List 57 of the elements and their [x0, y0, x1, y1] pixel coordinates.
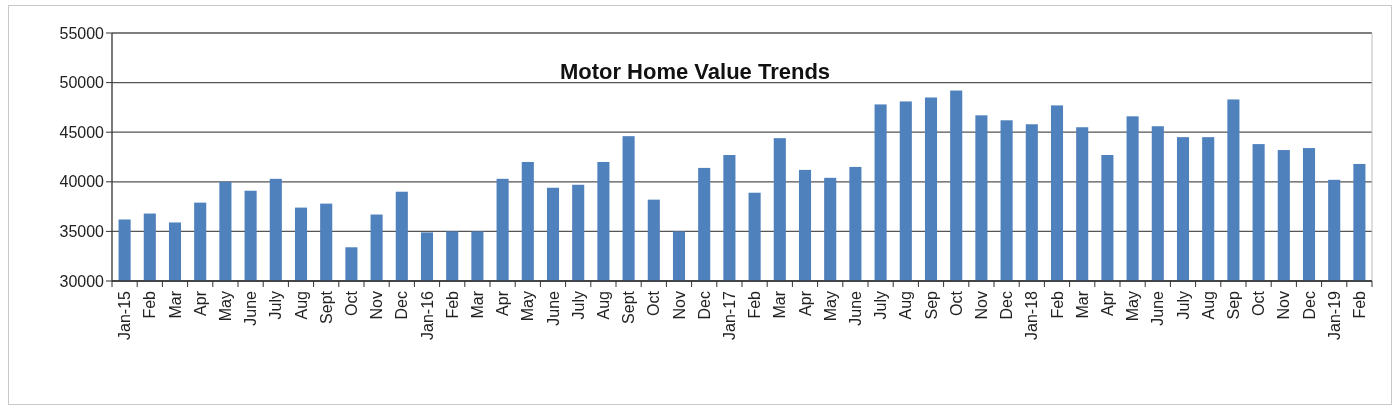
x-tick-label: June [242, 290, 260, 326]
x-tick-label: July [872, 291, 890, 320]
x-tick-label: Apr [191, 290, 209, 316]
x-tick-label: Oct [343, 290, 360, 316]
x-tick-label: Nov [368, 291, 386, 320]
x-tick-label: Nov [1275, 291, 1293, 320]
x-tick-label: Aug [897, 291, 915, 320]
x-tick-label: July [569, 291, 587, 320]
x-tick-label: Mar [469, 290, 486, 319]
x-tick-label: Oct [1250, 290, 1268, 316]
x-tick-label: Sep [922, 290, 940, 320]
x-tick-label: May [821, 291, 839, 322]
x-tick-label: Apr [796, 290, 814, 316]
x-tick-label: Mar [166, 290, 184, 319]
x-tick-label: May [1124, 291, 1142, 322]
x-tick-label: Dec [998, 291, 1016, 320]
x-tick-label: Feb [141, 290, 159, 319]
x-tick-label: Feb [1048, 290, 1066, 319]
x-tick-label: Aug [595, 291, 612, 320]
x-tick-label: Apr [1099, 290, 1116, 316]
text: Motor Home Value Trends [559, 59, 831, 84]
x-tick-label: July [267, 291, 285, 320]
x-tick-label: Jan-19 [1325, 290, 1343, 340]
y-tick-label: 30000 [59, 272, 105, 290]
x-tick-label: Nov [973, 291, 990, 320]
x-tick-label: Jan-16 [418, 290, 436, 340]
x-tick-label: Sept [317, 290, 335, 324]
y-tick-label: 50000 [59, 74, 105, 92]
x-tick-label: June [544, 290, 562, 326]
x-tick-label: Feb [746, 290, 764, 319]
x-tick-label: Sep [1225, 290, 1242, 320]
x-tick-label: July [1174, 291, 1192, 320]
y-tick-label: 45000 [59, 123, 105, 141]
x-tick-label: Dec [695, 291, 713, 320]
x-tick-label: Jan-18 [1023, 290, 1041, 340]
x-tick-label: Dec [393, 291, 411, 320]
x-tick-label: Mar [1073, 290, 1091, 319]
x-tick-label: Mar [771, 290, 789, 319]
y-tick-label: 40000 [59, 173, 105, 191]
x-tick-label: Sept [620, 290, 638, 324]
x-tick-label: Jan-15 [116, 290, 134, 340]
y-tick-label: 35000 [59, 223, 105, 240]
x-tick-label: Oct [947, 290, 965, 316]
y-tick-label: 55000 [59, 24, 105, 42]
x-tick-label: Feb [443, 290, 461, 319]
x-tick-label: Apr [494, 290, 512, 316]
x-tick-label: Jan-17 [721, 290, 738, 340]
x-tick-label: May [519, 291, 537, 322]
x-tick-label: Oct [645, 290, 663, 316]
x-tick-label: Aug [1199, 291, 1217, 320]
x-tick-label: Feb [1351, 290, 1368, 319]
x-tick-label: Dec [1300, 291, 1318, 320]
x-tick-label: June [1149, 290, 1167, 326]
x-tick-label: May [217, 291, 234, 322]
x-tick-label: Nov [670, 291, 688, 320]
x-tick-label: Aug [292, 291, 310, 320]
x-tick-label: June [847, 290, 864, 326]
